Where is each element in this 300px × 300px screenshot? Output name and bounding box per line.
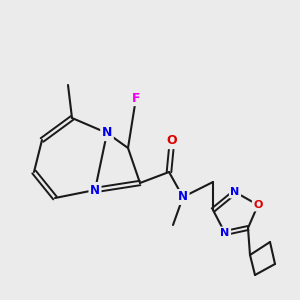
Text: N: N [90, 184, 100, 196]
Text: O: O [253, 200, 263, 210]
Text: N: N [220, 228, 230, 238]
Text: N: N [230, 187, 240, 197]
Text: O: O [167, 134, 177, 148]
Text: N: N [178, 190, 188, 203]
Text: F: F [132, 92, 140, 104]
Text: N: N [102, 127, 112, 140]
